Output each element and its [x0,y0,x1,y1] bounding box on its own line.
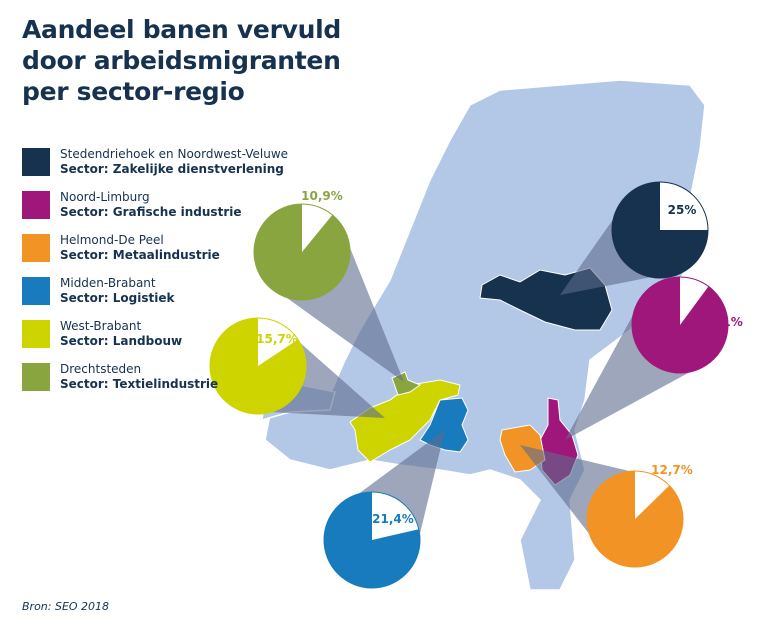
pie-data-label: 21,4% [372,512,414,526]
pie-outline [209,317,307,415]
legend-swatch [22,276,50,305]
pie-slice-migrants [372,492,419,540]
pie-slice-migrants [302,204,333,252]
legend-sector: Sector: Logistiek [60,290,175,305]
pie-slice-migrants [660,182,708,230]
pie-data-label: 12,7% [651,463,693,477]
pie-slice-migrants [680,277,709,325]
legend-region: Noord-Limburg [60,189,150,204]
legend-item: Stedendriehoek en Noordwest-Veluwe Sector… [22,140,288,183]
legend-item: Helmond-De Peel Sector: Metaalindustrie [22,226,288,269]
legend-region: West-Brabant [60,318,142,333]
legend-swatch [22,319,50,348]
legend-item: West-Brabant Sector: Landbouw [22,312,288,355]
pie-outline [586,470,684,568]
pie-outline [253,203,351,301]
pie-outline [323,491,421,589]
pie-data-label: 25% [668,203,697,217]
legend-sector: Sector: Landbouw [60,333,183,348]
legend-sector: Sector: Grafische industrie [60,204,242,219]
legend-sector: Sector: Textielindustrie [60,376,219,391]
pie-data-label: 10,1% [701,315,743,329]
legend-swatch [22,233,50,262]
legend-region: Stedendriehoek en Noordwest-Veluwe [60,146,289,161]
legend-sector: Sector: Metaalindustrie [60,247,220,262]
source-note: Bron: SEO 2018 [22,600,110,613]
legend-swatch [22,147,50,176]
legend-swatch [22,362,50,391]
pie-slice-migrants [258,318,299,366]
page-title: Aandeel banen vervuld door arbeidsmigran… [22,15,341,106]
legend-item: Midden-Brabant Sector: Logistiek [22,269,288,312]
legend-item: Drechtsteden Sector: Textielindustrie [22,355,288,398]
pie-outline [611,181,709,279]
legend-region: Helmond-De Peel [60,232,164,247]
legend-sector: Sector: Zakelijke dienstverlening [60,161,284,176]
pie-slice-migrants [635,471,670,519]
pie-data-label: 15,7% [256,332,298,346]
legend-region: Drechtsteden [60,361,142,376]
highlighted-region [419,397,469,453]
pie-outline [631,276,729,374]
pie-data-label: 10,9% [301,189,343,203]
legend-swatch [22,190,50,219]
highlighted-region [349,379,461,463]
legend-region: Midden-Brabant [60,275,156,290]
legend: Stedendriehoek en Noordwest-Veluwe Sector… [22,140,288,398]
legend-item: Noord-Limburg Sector: Grafische industrie [22,183,288,226]
